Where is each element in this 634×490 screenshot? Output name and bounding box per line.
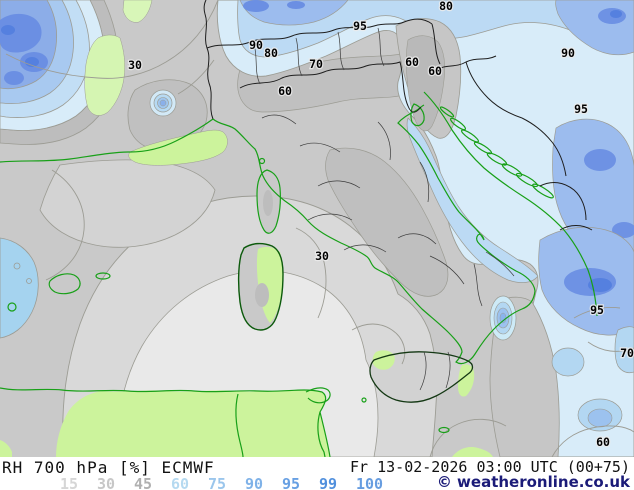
coast-sardinia <box>237 242 284 331</box>
coast-elba <box>258 157 266 165</box>
border-africa-1 <box>235 393 244 457</box>
coast-ibiza <box>7 302 17 312</box>
coast-france <box>0 118 214 163</box>
contour-label: 60 <box>428 64 442 78</box>
contour-label: 95 <box>590 303 604 317</box>
scale-value-30: 30 <box>97 475 116 490</box>
coast-menorca <box>95 272 111 280</box>
coast-corsica <box>256 169 281 234</box>
copyright-text: © weatheronline.co.uk <box>436 473 630 490</box>
contour-label: 30 <box>315 249 329 263</box>
weather-map: 30 90 80 70 60 95 80 60 60 90 95 30 95 70 60 <box>0 0 634 457</box>
footer-bar: RH 700 hPa [%] ECMWF Fr 13-02-2026 03:00… <box>0 457 634 490</box>
contour-lines <box>5 0 634 457</box>
border-alps <box>206 18 433 49</box>
contour-label: 90 <box>249 38 263 52</box>
coast-capbon <box>305 387 331 404</box>
contour-label: 80 <box>264 46 278 60</box>
coast-istria <box>410 103 425 127</box>
coast-italy <box>212 104 536 365</box>
scale-value-100: 100 <box>356 475 384 490</box>
coast-pantelleria <box>361 397 367 403</box>
scale-value-45: 45 <box>134 475 153 490</box>
contour-label: 30 <box>128 58 142 72</box>
contour-label: 95 <box>353 19 367 33</box>
coast-africa <box>0 387 331 457</box>
contour-label: 70 <box>309 57 323 71</box>
border-balkan-2 <box>465 61 523 119</box>
contour-label: 80 <box>439 0 453 13</box>
contour-label: 70 <box>620 346 634 360</box>
color-scale: 15 30 45 60 75 90 95 99 100 <box>0 475 460 490</box>
product-label: RH 700 hPa [%] ECMWF <box>2 458 215 477</box>
contour-label: 60 <box>596 435 610 449</box>
coast-malta <box>438 426 450 434</box>
humidity-fill-regions <box>0 0 634 457</box>
border-balkan-5 <box>559 225 593 231</box>
scale-value-15: 15 <box>60 475 79 490</box>
contour-label: 90 <box>561 46 575 60</box>
coast-mallorca <box>48 273 81 295</box>
italy-region-borders <box>253 27 515 391</box>
scale-value-99: 99 <box>319 475 338 490</box>
coast-croatia <box>423 91 598 317</box>
border-it-north <box>239 61 422 113</box>
scale-value-95: 95 <box>282 475 301 490</box>
border-africa-2 <box>317 411 326 457</box>
coastlines-layer <box>0 91 598 457</box>
scale-value-90: 90 <box>245 475 264 490</box>
scale-value-75: 75 <box>208 475 227 490</box>
border-balkan-3 <box>521 117 567 177</box>
border-balkan-4 <box>539 182 587 221</box>
scale-value-60: 60 <box>171 475 190 490</box>
contour-label: 60 <box>278 84 292 98</box>
contour-label: 95 <box>574 102 588 116</box>
croatian-islands <box>439 106 554 199</box>
contour-label: 60 <box>405 55 419 69</box>
country-borders-layer <box>203 0 593 391</box>
run-info: Fr 13-02-2026 03:00 UTC (00+75) <box>350 458 630 476</box>
coast-sicily <box>369 351 474 403</box>
border-slo <box>431 23 441 65</box>
